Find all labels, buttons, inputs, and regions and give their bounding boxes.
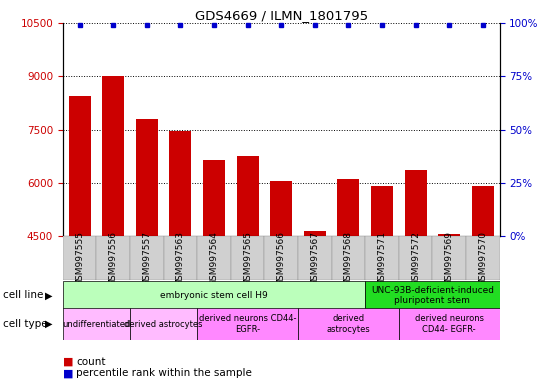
Text: percentile rank within the sample: percentile rank within the sample	[76, 368, 252, 378]
Text: derived neurons
CD44- EGFR-: derived neurons CD44- EGFR-	[415, 314, 484, 334]
Text: ■: ■	[63, 357, 73, 367]
Text: embryonic stem cell H9: embryonic stem cell H9	[160, 291, 268, 300]
Bar	[304, 231, 326, 236]
Bar	[63, 308, 130, 340]
Text: GSM997569: GSM997569	[444, 231, 454, 286]
Text: derived
astrocytes: derived astrocytes	[327, 314, 370, 334]
Bar	[197, 308, 298, 340]
Bar	[63, 281, 365, 309]
Text: cell type: cell type	[3, 319, 48, 329]
Text: undifferentiated: undifferentiated	[62, 319, 130, 329]
Text: GSM997555: GSM997555	[75, 231, 84, 286]
Bar	[472, 187, 494, 236]
Bar	[337, 179, 359, 236]
Bar	[102, 76, 124, 236]
Bar	[371, 187, 393, 236]
Bar	[231, 236, 264, 280]
Text: derived astrocytes: derived astrocytes	[124, 319, 203, 329]
Bar	[270, 181, 292, 236]
Title: GDS4669 / ILMN_1801795: GDS4669 / ILMN_1801795	[194, 9, 368, 22]
Text: ▶: ▶	[45, 319, 53, 329]
Bar	[197, 236, 231, 280]
Bar	[399, 308, 500, 340]
Text: GSM997557: GSM997557	[143, 231, 151, 286]
Bar	[97, 236, 130, 280]
Text: ■: ■	[63, 368, 73, 378]
Bar	[169, 131, 191, 236]
Bar	[466, 236, 500, 280]
Bar	[130, 308, 197, 340]
Text: ▶: ▶	[45, 290, 53, 300]
Text: GSM997564: GSM997564	[210, 231, 218, 286]
Bar	[405, 170, 426, 236]
Text: GSM997566: GSM997566	[277, 231, 286, 286]
Bar	[130, 236, 164, 280]
Bar	[298, 236, 331, 280]
Text: GSM997571: GSM997571	[377, 231, 387, 286]
Bar	[164, 236, 197, 280]
Text: GSM997567: GSM997567	[310, 231, 319, 286]
Bar	[203, 160, 225, 236]
Text: cell line: cell line	[3, 290, 43, 300]
Text: count: count	[76, 357, 106, 367]
Text: GSM997563: GSM997563	[176, 231, 185, 286]
Bar	[365, 236, 399, 280]
Bar	[63, 236, 97, 280]
Text: GSM997556: GSM997556	[109, 231, 118, 286]
Bar	[438, 234, 460, 236]
Bar	[69, 96, 91, 236]
Text: UNC-93B-deficient-induced
pluripotent stem: UNC-93B-deficient-induced pluripotent st…	[371, 286, 494, 305]
Bar	[298, 308, 399, 340]
Text: derived neurons CD44-
EGFR-: derived neurons CD44- EGFR-	[199, 314, 296, 334]
Text: GSM997565: GSM997565	[243, 231, 252, 286]
Bar	[264, 236, 298, 280]
Text: GSM997572: GSM997572	[411, 231, 420, 286]
Bar	[365, 281, 500, 309]
Text: GSM997568: GSM997568	[344, 231, 353, 286]
Bar	[136, 119, 158, 236]
Bar	[432, 236, 466, 280]
Bar	[236, 156, 258, 236]
Bar	[331, 236, 365, 280]
Bar	[399, 236, 432, 280]
Text: GSM997570: GSM997570	[478, 231, 487, 286]
